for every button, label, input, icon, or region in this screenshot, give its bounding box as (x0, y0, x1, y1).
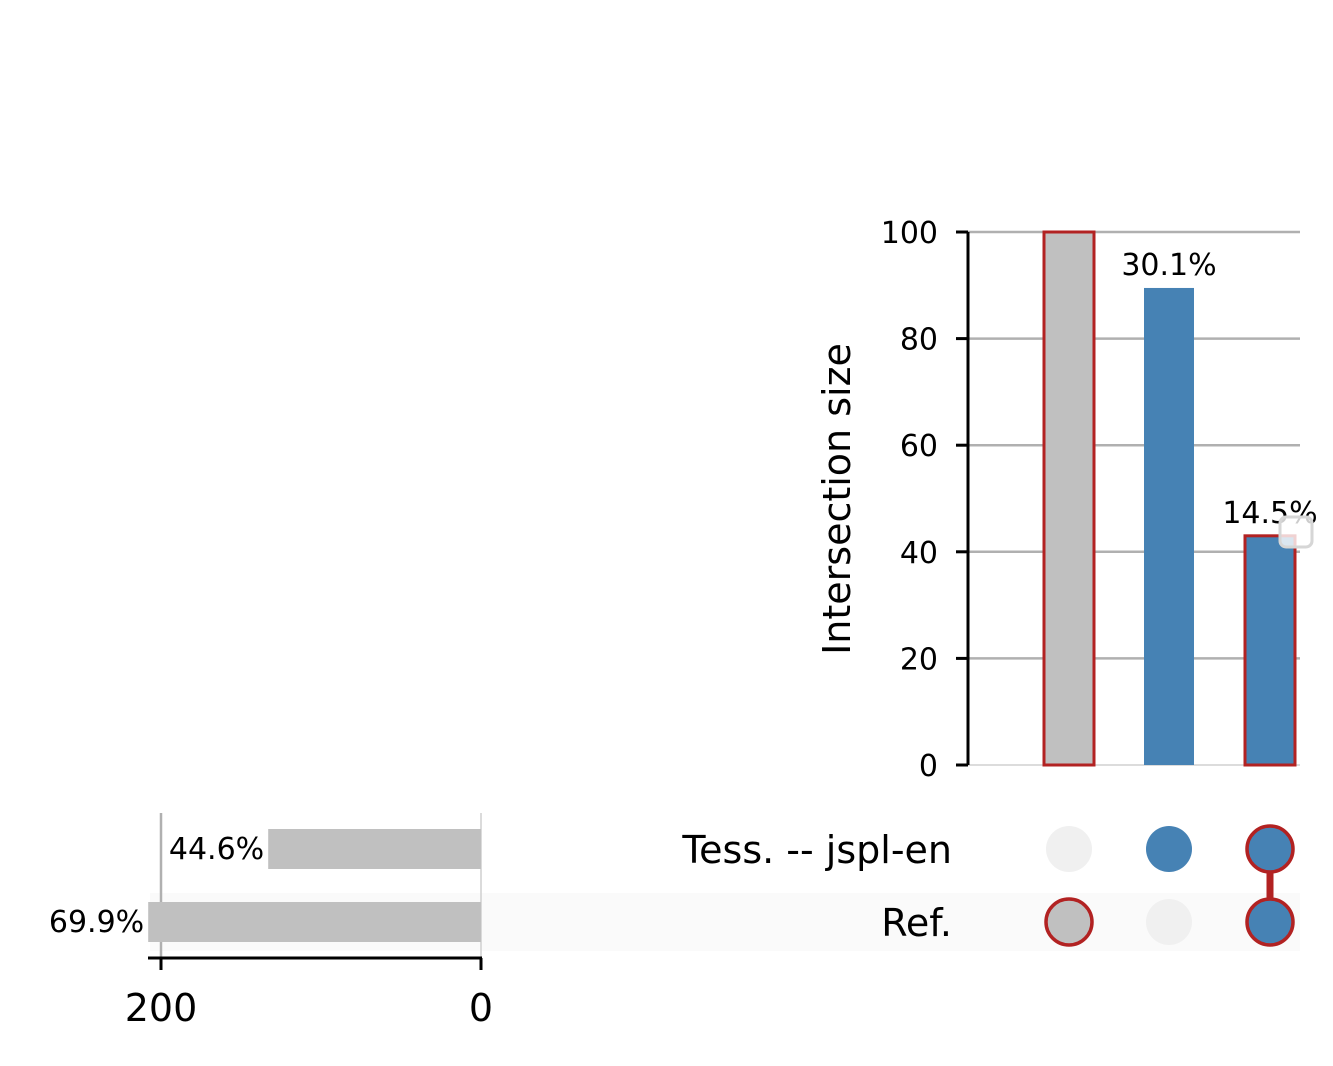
y-axis-label: Intersection size (815, 343, 859, 655)
bar-value-label: 30.1% (1121, 248, 1216, 283)
set-label: Tess. -- jspl-en (681, 828, 952, 872)
y-tick-label: 60 (900, 429, 938, 464)
set-x-tick-label: 200 (125, 986, 198, 1030)
membership-dot-active (1245, 897, 1295, 947)
set-size-bar (148, 902, 481, 942)
membership-matrix: Tess. -- jspl-en Ref. (681, 824, 1295, 947)
membership-dot-active (1146, 826, 1192, 872)
set-label: Ref. (881, 901, 952, 945)
y-tick-label: 0 (919, 749, 938, 784)
membership-dot-active (1245, 824, 1295, 874)
set-size-label: 44.6% (169, 832, 264, 867)
y-tick-label: 100 (881, 216, 938, 251)
intersection-panel: 30.1%14.5% 0 20 40 60 80 100 Intersection siz… (815, 216, 1318, 784)
membership-dot-active (1044, 897, 1094, 947)
y-tick-label: 40 (900, 536, 938, 571)
set-size-bars: 44.6% 69.9% (49, 813, 482, 958)
intersection-bar (1243, 534, 1297, 767)
set-size-bar (268, 829, 481, 869)
set-labels: Tess. -- jspl-en Ref. (681, 828, 952, 945)
y-tick-label: 20 (900, 642, 938, 677)
intersection-bar (1144, 287, 1194, 765)
set-size-label: 69.9% (49, 905, 144, 940)
set-size-panel: 44.6%69.9% 200 0 (49, 813, 493, 1030)
membership-dots (1044, 824, 1295, 947)
set-x-ticks: 200 0 (125, 958, 493, 1030)
membership-dot-inactive (1046, 826, 1092, 872)
intersection-bar (1042, 230, 1096, 767)
membership-dot-inactive (1146, 899, 1192, 945)
intersection-bars: 30.1%14.5% (1042, 230, 1318, 767)
legend-box (1278, 515, 1314, 549)
y-ticks: 0 20 40 60 80 100 (881, 216, 968, 784)
y-tick-label: 80 (900, 323, 938, 358)
set-x-tick-label: 0 (469, 986, 493, 1030)
